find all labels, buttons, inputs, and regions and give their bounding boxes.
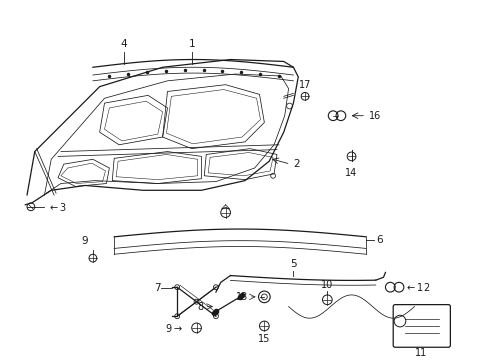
Text: 9$\rightarrow$: 9$\rightarrow$ bbox=[165, 322, 183, 334]
Text: 15: 15 bbox=[258, 334, 270, 344]
Text: 14: 14 bbox=[345, 168, 357, 178]
Text: 1: 1 bbox=[188, 39, 195, 49]
Text: 4: 4 bbox=[121, 39, 127, 49]
Text: $\leftarrow$3: $\leftarrow$3 bbox=[48, 201, 67, 213]
Text: 13: 13 bbox=[235, 292, 247, 302]
Text: 9: 9 bbox=[81, 237, 88, 247]
Text: 16: 16 bbox=[368, 111, 381, 121]
Text: 5: 5 bbox=[289, 259, 296, 269]
Text: 7: 7 bbox=[154, 283, 161, 293]
Text: 2: 2 bbox=[293, 159, 300, 169]
Text: 8: 8 bbox=[197, 302, 203, 311]
Text: 10: 10 bbox=[321, 280, 333, 290]
Text: 17: 17 bbox=[298, 80, 310, 90]
Text: 11: 11 bbox=[414, 348, 427, 358]
Text: 6: 6 bbox=[375, 235, 382, 245]
Text: $\leftarrow$12: $\leftarrow$12 bbox=[404, 281, 429, 293]
